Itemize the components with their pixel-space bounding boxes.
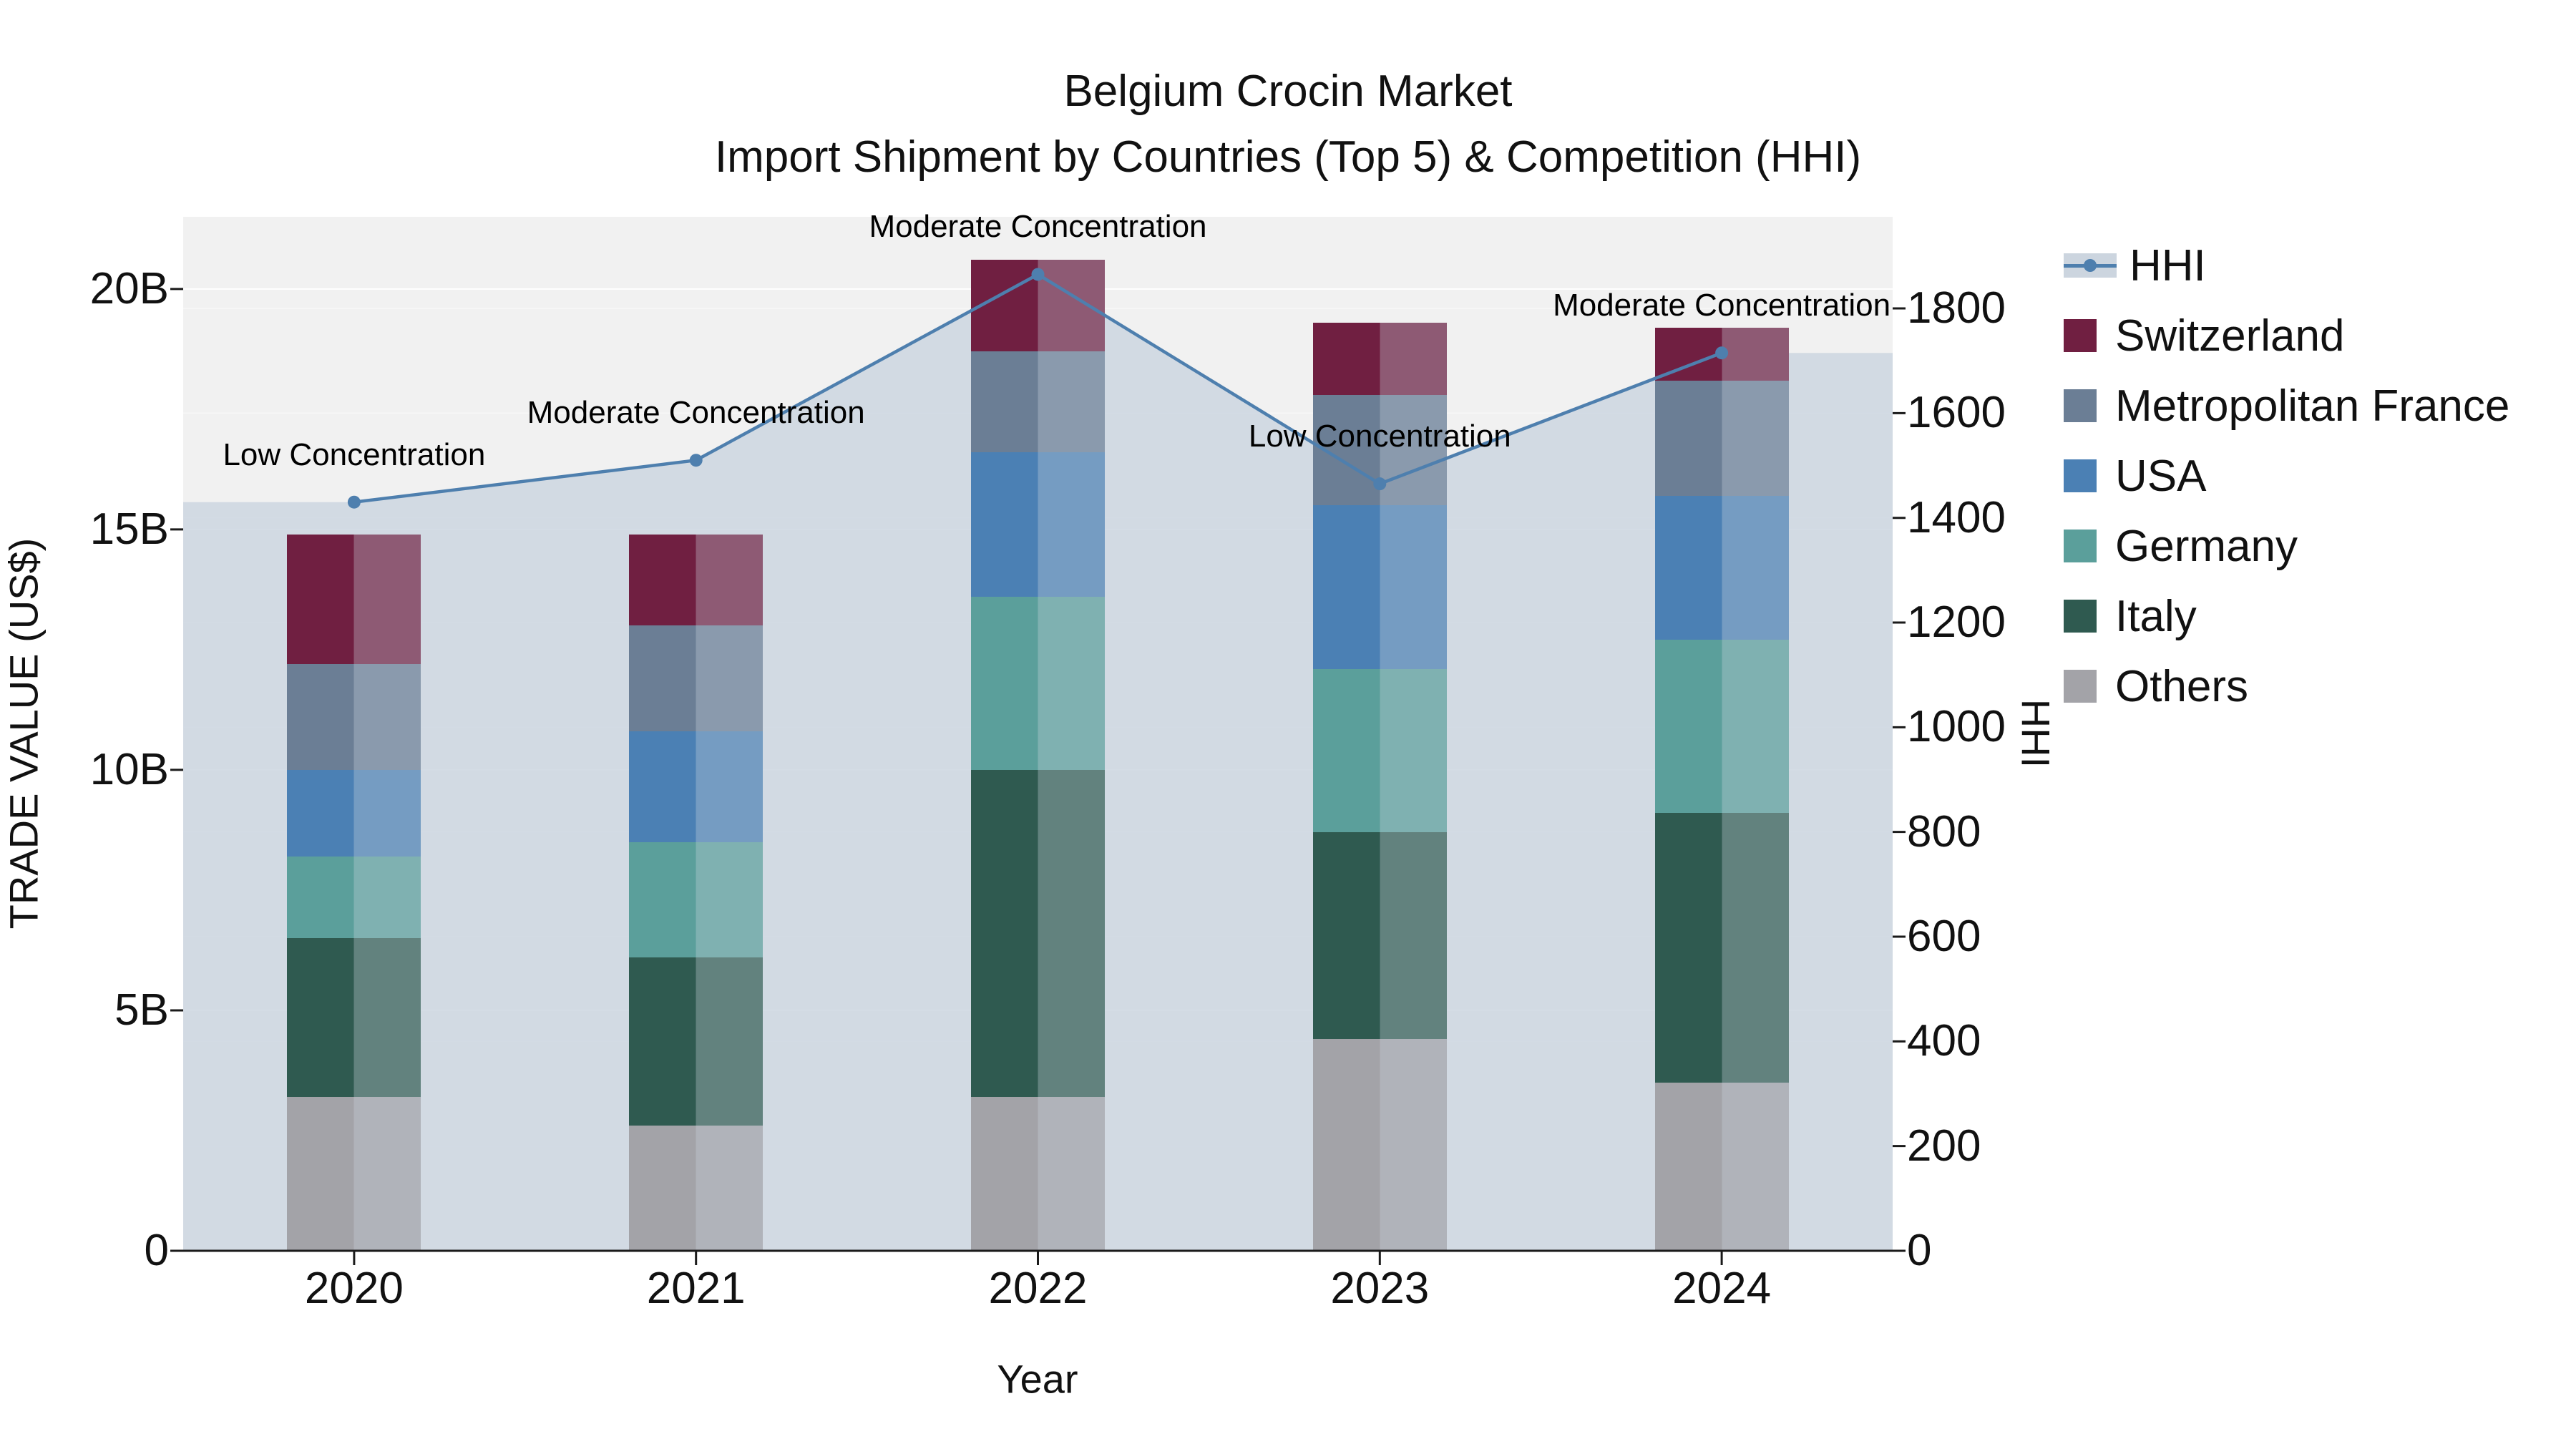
y-left-tick-label-0: 0: [144, 1226, 169, 1275]
legend-swatch-germany: [2064, 530, 2097, 562]
y-right-tick-label-400: 400: [1907, 1016, 1981, 1066]
plot-area: [183, 217, 1893, 1251]
legend-swatch-italy: [2064, 600, 2097, 633]
legend-label-usa: USA: [2115, 451, 2207, 501]
legend-label-metropolitan-france: Metropolitan France: [2115, 381, 2510, 431]
legend-item-italy: Italy: [2064, 581, 2509, 651]
chart-title-line2: Import Shipment by Countries (Top 5) & C…: [714, 132, 1862, 182]
y-left-tick-label-10B: 10B: [89, 744, 169, 794]
y-right-tick-label-800: 800: [1907, 806, 1981, 857]
legend-item-usa: USA: [2064, 441, 2509, 511]
x-tick-label-2021: 2021: [646, 1264, 746, 1313]
legend-item-others: Others: [2064, 651, 2509, 721]
legend-line-marker: [2084, 259, 2097, 272]
y-right-tick-label-600: 600: [1907, 912, 1981, 961]
legend-line-swatch: [2064, 253, 2117, 278]
chart-title: Belgium Crocin Market Import Shipment by…: [0, 59, 2576, 190]
y-left-tick-label-20B: 20B: [89, 263, 169, 313]
y-right-tick-label-0: 0: [1907, 1226, 1932, 1275]
y-left-tick-label-15B: 15B: [89, 504, 169, 554]
legend-label-germany: Germany: [2115, 521, 2298, 571]
legend: HHI Switzerland Metropolitan France USA Germ…: [2064, 230, 2509, 721]
legend-swatch-others: [2064, 670, 2097, 703]
legend-swatch-usa: [2064, 459, 2097, 492]
x-tick-label-2024: 2024: [1672, 1264, 1772, 1313]
y-right-tick-label-200: 200: [1907, 1121, 1981, 1171]
y-axis-label-left: TRADE VALUE (US$): [1, 537, 47, 930]
x-axis-label: Year: [997, 1356, 1078, 1402]
legend-label-switzerland: Switzerland: [2115, 311, 2345, 361]
legend-swatch-metropolitan-france: [2064, 389, 2097, 422]
legend-item-hhi: HHI: [2064, 230, 2509, 301]
legend-item-germany: Germany: [2064, 511, 2509, 581]
legend-label-others: Others: [2115, 661, 2249, 711]
legend-swatch-switzerland: [2064, 319, 2097, 352]
legend-item-metropolitan-france: Metropolitan France: [2064, 371, 2509, 441]
y-axis-label-right: HHI: [2013, 698, 2059, 769]
y-left-tick-label-5B: 5B: [114, 985, 169, 1035]
x-tick-label-2023: 2023: [1330, 1264, 1430, 1313]
legend-label-italy: Italy: [2115, 591, 2197, 641]
legend-label-hhi: HHI: [2129, 240, 2206, 291]
legend-item-switzerland: Switzerland: [2064, 301, 2509, 371]
x-tick-label-2020: 2020: [304, 1264, 404, 1313]
x-tick-label-2022: 2022: [988, 1264, 1088, 1313]
chart-title-line1: Belgium Crocin Market: [1063, 67, 1513, 116]
